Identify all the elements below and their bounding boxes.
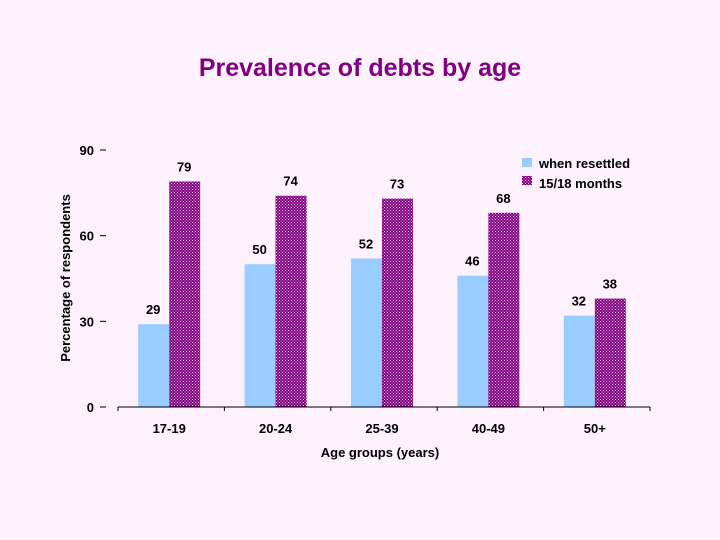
value-labels: 29 79 50 74 52 73 46 68 32 38 bbox=[146, 159, 617, 317]
y-tick-label: 90 bbox=[80, 143, 94, 158]
category-label: 20-24 bbox=[259, 421, 293, 436]
bars bbox=[138, 181, 626, 407]
bar-15-18-months-25-39 bbox=[382, 198, 413, 407]
bar-when-resettled-50+ bbox=[563, 315, 595, 407]
value-label: 46 bbox=[465, 254, 479, 269]
value-label: 50 bbox=[252, 242, 266, 257]
legend-swatch-when-resettled bbox=[522, 158, 532, 167]
y-axis-title: Percentage of respondents bbox=[58, 194, 73, 362]
category-labels: 17-19 20-24 25-39 40-49 50+ bbox=[117, 407, 651, 436]
y-tick-label: 30 bbox=[80, 314, 94, 329]
bar-when-resettled-25-39 bbox=[351, 258, 382, 407]
category-label: 50+ bbox=[584, 421, 606, 436]
value-label: 68 bbox=[496, 191, 510, 206]
bar-when-resettled-17-19 bbox=[138, 324, 170, 407]
y-axis-ticks: 0 30 60 90 bbox=[80, 143, 106, 415]
value-label: 79 bbox=[177, 159, 191, 174]
chart-title: Prevalence of debts by age bbox=[199, 54, 521, 82]
value-label: 73 bbox=[390, 177, 404, 192]
bar-15-18-months-50+ bbox=[594, 298, 626, 407]
bar-15-18-months-40-49 bbox=[488, 212, 520, 407]
bar-when-resettled-40-49 bbox=[457, 275, 489, 407]
legend-label-when-resettled: when resettled bbox=[538, 156, 630, 171]
bar-15-18-months-17-19 bbox=[169, 181, 201, 407]
x-axis-title: Age groups (years) bbox=[321, 445, 439, 460]
value-label: 74 bbox=[283, 174, 298, 189]
value-label: 52 bbox=[359, 237, 373, 252]
bar-when-resettled-20-24 bbox=[244, 264, 276, 407]
y-tick-label: 0 bbox=[87, 400, 94, 415]
bar-15-18-months-20-24 bbox=[275, 195, 307, 407]
legend-swatch-15-18-months bbox=[522, 176, 532, 185]
legend-label-15-18-months: 15/18 months bbox=[539, 176, 622, 191]
y-tick-label: 60 bbox=[80, 229, 94, 244]
category-label: 17-19 bbox=[153, 421, 186, 436]
legend: when resettled 15/18 months bbox=[522, 156, 630, 191]
value-label: 29 bbox=[146, 302, 160, 317]
value-label: 38 bbox=[603, 276, 617, 291]
category-label: 40-49 bbox=[472, 421, 505, 436]
value-label: 32 bbox=[572, 294, 586, 309]
category-label: 25-39 bbox=[365, 421, 398, 436]
